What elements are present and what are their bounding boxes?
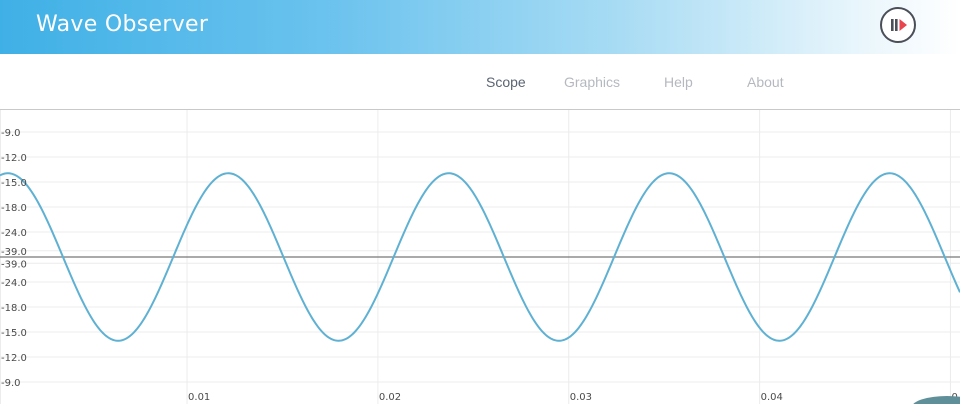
x-tick-label: 0.03 (570, 392, 592, 403)
y-tick-label: -12.0 (1, 153, 27, 164)
y-tick-label: -9.0 (1, 128, 21, 139)
tab-help[interactable]: Help (664, 74, 693, 90)
tab-graphics[interactable]: Graphics (564, 74, 621, 90)
y-tick-label: -15.0 (1, 178, 27, 189)
y-tick-label: -9.0 (1, 378, 21, 389)
y-tick-label: -18.0 (1, 203, 27, 214)
app-header: Wave Observer (0, 0, 960, 54)
tab-scope[interactable]: Scope (486, 74, 526, 90)
tab-about[interactable]: About (747, 74, 784, 90)
y-tick-label: -24.0 (1, 278, 27, 289)
corner-shadow (912, 396, 960, 404)
x-tick-label: 0.02 (379, 392, 401, 403)
y-tick-label: -39.0 (1, 247, 27, 258)
wave-series-line (0, 172, 960, 342)
play-pause-button[interactable] (880, 7, 916, 43)
app-title: Wave Observer (36, 12, 209, 37)
y-tick-label: -15.0 (1, 328, 27, 339)
x-tick-label: 0.01 (188, 392, 210, 403)
y-tick-label: -12.0 (1, 353, 27, 364)
x-tick-label: 0.04 (761, 392, 783, 403)
y-tick-label: -39.0 (1, 259, 27, 270)
top-nav: Scope Graphics Help About (0, 54, 960, 110)
play-pause-icon (891, 19, 907, 31)
y-tick-label: -24.0 (1, 228, 27, 239)
y-tick-label: -18.0 (1, 303, 27, 314)
scope-chart: -9.0 -12.0 -15.0 -18.0 -24.0 -39.0-39.0 -24.0 -… (0, 110, 960, 404)
